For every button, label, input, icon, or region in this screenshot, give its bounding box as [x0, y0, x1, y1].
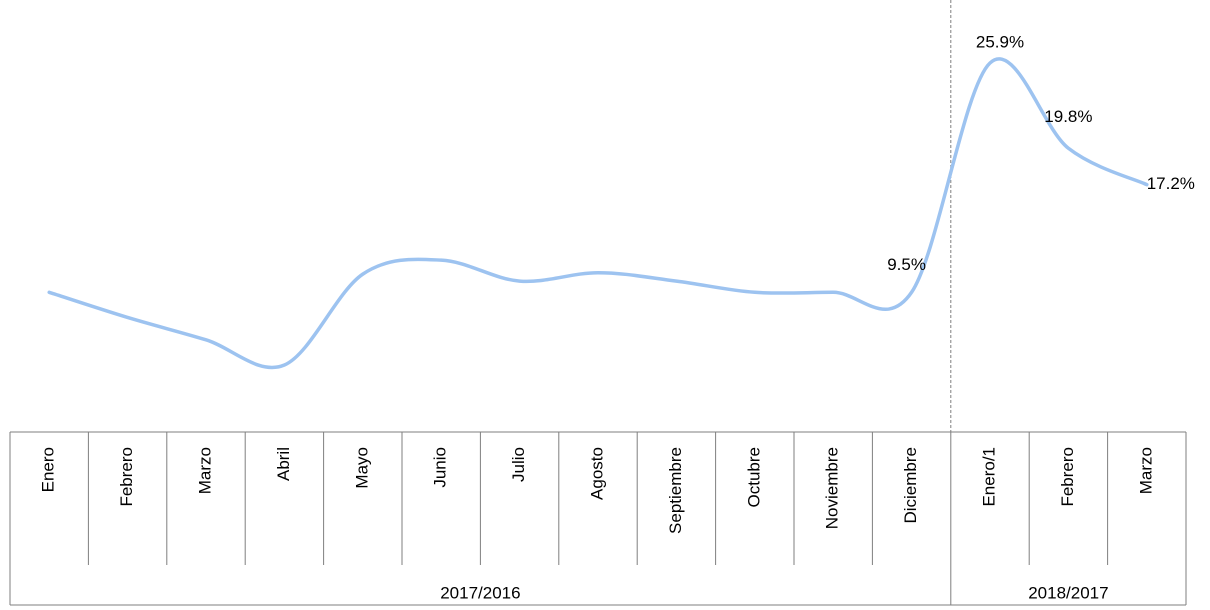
- x-tick-label: Enero: [39, 447, 58, 492]
- x-tick-label: Noviembre: [823, 447, 842, 529]
- data-label: 9.5%: [887, 255, 926, 274]
- x-tick-label: Junio: [431, 447, 450, 488]
- x-tick-label: Febrero: [1058, 447, 1077, 507]
- x-tick-label: Febrero: [117, 447, 136, 507]
- group-label: 2017/2016: [440, 583, 520, 602]
- group-label: 2018/2017: [1028, 583, 1108, 602]
- data-label: 25.9%: [976, 32, 1024, 51]
- x-tick-label: Abril: [274, 447, 293, 481]
- line: [47, 57, 1149, 370]
- data-label: 19.8%: [1044, 107, 1092, 126]
- x-tick-label: Agosto: [587, 447, 606, 500]
- data-label: 17.2%: [1147, 174, 1195, 193]
- x-tick-label: Marzo: [195, 447, 214, 494]
- x-tick-label: Octubre: [744, 447, 763, 507]
- x-tick-label: Diciembre: [901, 447, 920, 524]
- x-tick-label: Mayo: [352, 447, 371, 489]
- x-tick-label: Julio: [509, 447, 528, 482]
- x-tick-label: Septiembre: [666, 447, 685, 534]
- x-tick-label: Marzo: [1136, 447, 1155, 494]
- x-tick-label: Enero/1: [979, 447, 998, 507]
